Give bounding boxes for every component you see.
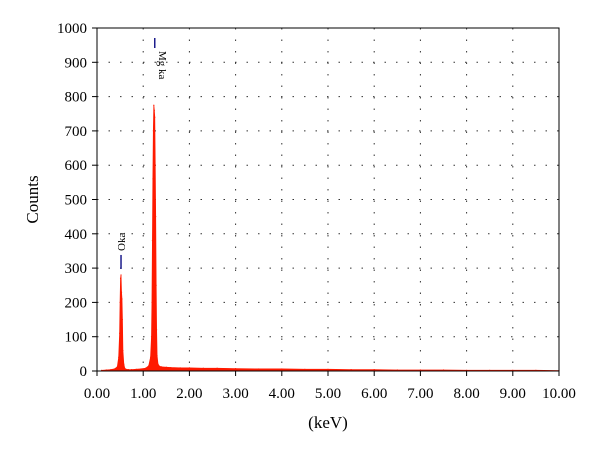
spectrum-point [258,368,260,370]
spectrum-point [154,164,156,166]
spectrum-point [216,367,218,369]
peak-markers: Oka Mg ka [116,38,168,269]
spectrum-point [116,366,118,368]
spectrum-point [131,369,133,371]
spectrum-point [155,216,157,218]
x-tick-label: 0.00 [84,386,110,402]
spectrum-point [157,363,159,365]
spectrum-point [151,240,154,242]
spectrum-point [144,367,147,369]
y-tick-label: 200 [65,295,88,311]
spectrum-point [135,368,137,370]
x-tick-label: 3.00 [222,386,248,402]
y-tick-label: 700 [65,124,88,140]
spectrum-point [122,349,124,352]
x-tick-label: 1.00 [130,386,156,402]
spectrum-layer [101,104,560,372]
spectrum-point [113,368,116,370]
spectrum-point [170,366,172,369]
spectrum-point [140,368,142,370]
spectrum-point [153,104,155,106]
x-axis-label: (keV) [308,413,348,432]
spectrum-point [119,332,121,334]
peak-label: Mg ka [156,51,168,80]
y-tick-label: 1000 [57,21,87,37]
spectrum-point [150,336,153,338]
y-tick-label: 900 [65,55,88,71]
y-tick-label: 600 [65,158,88,174]
spectrum-point [120,274,122,276]
spectrum-point [154,116,156,118]
x-tick-label: 8.00 [453,386,479,402]
spectrum-point [119,277,122,279]
y-tick-label: 400 [65,227,88,243]
spectrum-point [158,365,160,367]
spectrum-point [120,291,123,293]
spectrum-point [442,369,445,371]
spectrum-point [304,368,306,370]
y-tick-label: 300 [65,261,88,277]
y-tick-label: 0 [80,364,88,380]
x-tick-label: 2.00 [176,386,202,402]
spectrum-point [350,369,352,371]
spectrum-point [373,369,375,371]
spectrum-point [165,366,167,368]
spectrum-point [327,368,329,370]
x-tick-label: 7.00 [407,386,433,402]
spectrum-point [119,301,121,303]
spectrum-point [202,367,204,369]
x-tick-label: 6.00 [361,386,387,402]
spectrum-point [123,363,125,365]
spectrum-point [152,130,154,132]
peak-marker: Oka [116,233,128,269]
spectrum-point [188,367,190,369]
y-tick-label: 100 [65,330,88,346]
spectrum-point [125,368,127,370]
spectrum-point [281,368,283,370]
spectrum-point [151,301,153,303]
grid [97,28,559,371]
spectrum-series [101,105,560,372]
spectrum-point [110,369,112,371]
spectrum-point [235,368,237,370]
spectrum-point [179,367,181,369]
spectrum-point [156,329,158,331]
axis-ticks: 0 100 200 300 400 500 600 700 800 900 1000 0.00 1.00… [57,21,576,402]
x-tick-label: 5.00 [315,386,341,402]
y-tick-label: 500 [65,193,88,209]
spectrum-point [161,366,163,368]
y-axis-label: Counts [23,175,42,223]
spectrum-point [148,365,150,367]
x-tick-label: 10.00 [542,386,576,402]
peak-marker: Mg ka [154,38,168,80]
spectrum-point [396,369,398,371]
spectrum-point [156,354,158,357]
spectrum-point [118,356,120,358]
spectrum-point [121,318,124,321]
x-tick-label: 4.00 [269,386,295,402]
spectrum-point [105,369,107,371]
x-tick-label: 9.00 [500,386,526,402]
spectrum-point [152,178,154,180]
spectrum-point [127,369,130,371]
y-tick-label: 800 [65,90,88,106]
spectrum-point [153,109,155,111]
spectrum-point [121,298,123,300]
spectrum-point [124,367,126,369]
spectrum-point [149,356,152,358]
spectrum-point [155,284,157,286]
spectrum-point [419,369,421,371]
peak-label: Oka [116,233,128,251]
